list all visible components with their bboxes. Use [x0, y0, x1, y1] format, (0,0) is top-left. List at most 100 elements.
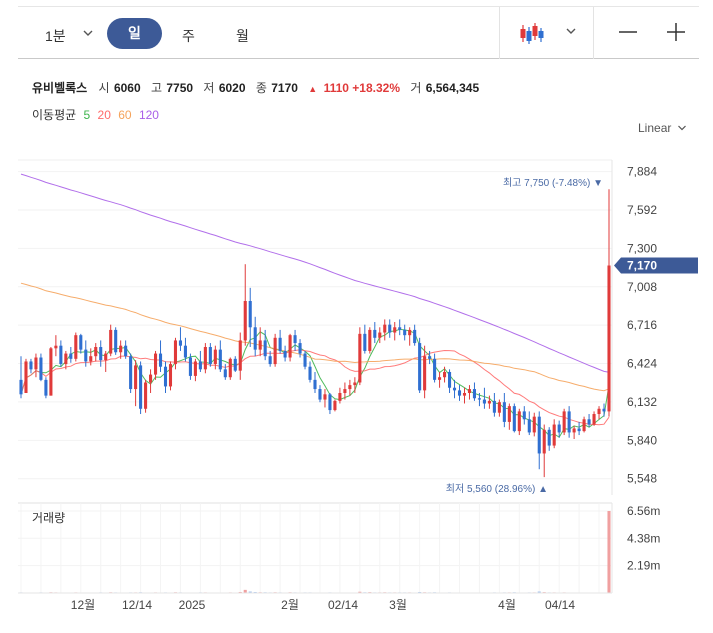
candle-body: [253, 327, 257, 350]
candle-body: [492, 400, 496, 413]
price-tick-label: 7,008: [627, 280, 657, 294]
chart-toolbar: 1분 일 주 월: [18, 6, 699, 59]
candle-body: [318, 389, 322, 400]
current-price-label: 7,170: [627, 259, 657, 273]
x-tick-label: 12월: [71, 598, 95, 612]
price-tick-label: 5,840: [627, 433, 657, 447]
candle-body: [582, 419, 586, 432]
close-label: 종: [255, 81, 267, 95]
moving-average-legend[interactable]: 이동평균 5 20 60 120: [32, 106, 163, 123]
candle-body: [258, 340, 262, 350]
current-price-tag: [614, 257, 698, 274]
x-tick-label: 2월: [281, 598, 299, 612]
tab-week[interactable]: 주: [182, 28, 195, 44]
candle-body: [104, 353, 108, 361]
candle-body: [462, 393, 467, 396]
candle-body: [313, 379, 317, 390]
stock-name: 유비벨록스: [32, 81, 88, 95]
volume-bar: [537, 591, 541, 593]
candle-body: [428, 356, 432, 359]
tab-day[interactable]: 일: [107, 18, 162, 49]
candle-body: [114, 329, 118, 353]
candle-body: [213, 349, 217, 365]
candle-body: [278, 337, 282, 351]
price-tick-label: 7,592: [627, 203, 657, 217]
candle-body: [447, 371, 452, 388]
candle-body: [24, 361, 28, 393]
candle-body: [223, 369, 227, 378]
chevron-down-icon[interactable]: [82, 27, 94, 39]
candle-body: [283, 350, 287, 358]
candle-body: [328, 394, 332, 411]
candle-body: [79, 335, 83, 350]
candle-body: [457, 390, 462, 396]
candle-body: [542, 429, 546, 454]
chevron-down-icon[interactable]: [677, 123, 687, 133]
high-value: 7750: [166, 81, 194, 95]
candle-body: [308, 366, 312, 380]
toolbar-divider: [499, 7, 500, 59]
candle-body: [173, 340, 178, 365]
ma-20-line: [20, 349, 610, 426]
candle-body: [303, 353, 307, 367]
candle-body: [89, 356, 93, 362]
candle-body: [607, 265, 611, 412]
interval-select[interactable]: 1분: [45, 28, 66, 44]
high-label: 고: [150, 81, 163, 95]
minus-icon[interactable]: [617, 21, 639, 43]
ma-60-line: [20, 282, 610, 392]
candle-body: [398, 327, 402, 330]
up-arrow-icon: ▲: [308, 84, 318, 94]
candle-body: [139, 365, 143, 409]
candle-body: [144, 382, 148, 409]
candle-body: [477, 398, 481, 400]
price-tick-label: 6,716: [627, 318, 657, 332]
candle-body: [433, 358, 437, 380]
candle-body: [368, 329, 372, 351]
candle-body: [263, 340, 267, 357]
price-tick-label: 5,548: [627, 472, 657, 486]
candle-body: [373, 329, 377, 338]
candle-body: [393, 327, 397, 333]
candle-body: [29, 361, 33, 370]
volume-tick-label: 2.19m: [627, 559, 660, 573]
candle-body: [273, 337, 277, 365]
candle-body: [49, 348, 53, 396]
candle-body: [423, 356, 427, 391]
candle-body: [208, 347, 212, 365]
candle-body: [293, 335, 297, 344]
moving-average-title: 이동평균: [32, 108, 77, 122]
candlestick-icon[interactable]: [519, 22, 545, 46]
candle-body: [198, 361, 202, 370]
candle-body: [129, 356, 133, 390]
candle-body: [408, 329, 412, 336]
low-label: 저: [203, 81, 215, 95]
candle-body: [552, 424, 556, 446]
chart-style-dropdown-icon[interactable]: [564, 24, 578, 38]
candle-body: [557, 424, 561, 433]
candle-body: [228, 358, 232, 378]
volume-label: 거: [410, 81, 422, 95]
candle-body: [153, 353, 158, 375]
plus-icon[interactable]: [665, 21, 687, 43]
ma-5-line: [20, 328, 610, 438]
candle-body: [438, 377, 442, 380]
candle-body: [388, 324, 392, 333]
low-value: 6020: [218, 81, 246, 95]
candle-body: [74, 335, 78, 359]
volume-bar: [248, 591, 252, 593]
ma-60-label: 60: [118, 108, 132, 122]
min-price-annotation: 최저 5,560 (28.96%) ▲: [446, 483, 548, 495]
candle-body: [333, 400, 337, 411]
scale-toggle[interactable]: Linear: [638, 121, 672, 135]
candle-body: [418, 343, 422, 391]
x-tick-label: 12/14: [122, 598, 152, 612]
candle-body: [218, 349, 222, 370]
close-value: 7170: [271, 81, 298, 95]
candle-body: [64, 353, 68, 365]
candle-body: [99, 347, 103, 361]
x-tick-label: 02/14: [328, 598, 358, 612]
volume-tick-label: 4.38m: [627, 531, 660, 545]
tab-month[interactable]: 월: [236, 28, 249, 44]
